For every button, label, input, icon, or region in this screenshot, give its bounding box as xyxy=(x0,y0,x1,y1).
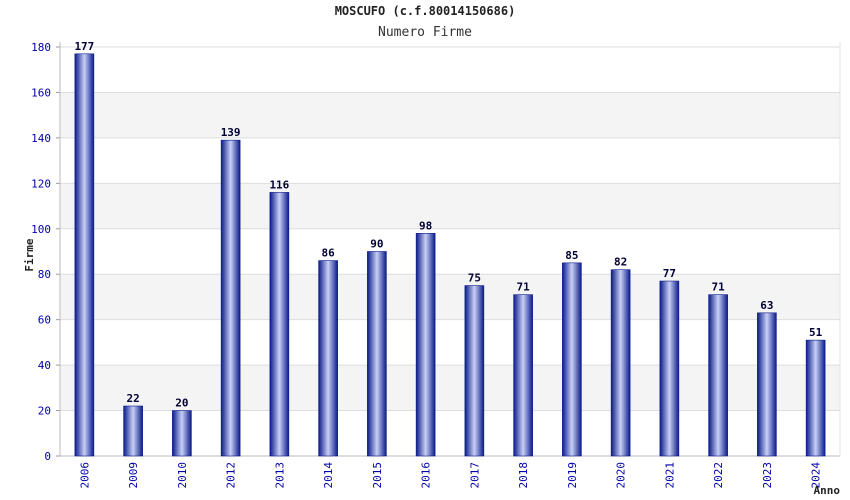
x-tick-label: 2021 xyxy=(663,462,676,489)
y-tick-label: 60 xyxy=(38,314,51,327)
data-label: 85 xyxy=(565,249,578,262)
chart-subtitle: Numero Firme xyxy=(378,25,472,40)
data-label: 71 xyxy=(517,281,531,294)
bar-2009 xyxy=(123,405,143,457)
y-tick-label: 40 xyxy=(38,359,51,372)
data-label: 63 xyxy=(760,299,773,312)
y-tick-label: 80 xyxy=(38,268,51,281)
y-axis-label: Firme xyxy=(23,238,36,271)
bar-2014 xyxy=(318,260,338,457)
x-axis-label: Anno xyxy=(814,484,841,497)
data-label: 77 xyxy=(663,267,676,280)
x-tick-label: 2017 xyxy=(468,462,481,489)
y-tick-label: 160 xyxy=(31,86,51,99)
x-tick-label: 2016 xyxy=(420,462,433,489)
data-label: 51 xyxy=(809,326,823,339)
bar-2022 xyxy=(708,294,728,457)
y-tick-label: 180 xyxy=(31,41,51,54)
data-label: 86 xyxy=(322,247,336,260)
data-label: 90 xyxy=(370,238,383,251)
bar-2015 xyxy=(367,251,387,457)
data-label: 177 xyxy=(74,40,94,53)
y-tick-label: 120 xyxy=(31,177,51,190)
chart-title: MOSCUFO (c.f.80014150686) xyxy=(334,4,516,18)
bar-2021 xyxy=(659,280,680,457)
grid-band xyxy=(60,183,840,229)
bar-2019 xyxy=(562,262,582,457)
x-tick-label: 2023 xyxy=(761,462,774,489)
bar-2017 xyxy=(464,285,485,457)
x-tick-label: 2014 xyxy=(322,462,335,489)
x-tick-label: 2013 xyxy=(273,462,286,489)
bar-2024 xyxy=(805,339,826,457)
y-tick-label: 140 xyxy=(31,132,51,145)
x-tick-label: 2018 xyxy=(517,462,530,489)
x-tick-label: 2020 xyxy=(615,462,628,489)
x-tick-label: 2019 xyxy=(566,462,579,489)
bar-2006 xyxy=(74,53,95,457)
data-label: 116 xyxy=(269,178,289,191)
x-tick-label: 2009 xyxy=(127,462,140,489)
y-tick-label: 100 xyxy=(31,223,51,236)
y-tick-label: 20 xyxy=(38,405,51,418)
bar-2010 xyxy=(172,410,192,457)
x-tick-label: 2015 xyxy=(371,462,384,489)
data-label: 71 xyxy=(712,281,726,294)
bar-2016 xyxy=(415,233,436,457)
data-label: 82 xyxy=(614,256,627,269)
data-label: 98 xyxy=(419,219,432,232)
grid-band xyxy=(60,92,840,138)
data-label: 22 xyxy=(127,392,140,405)
bar-2020 xyxy=(610,269,631,457)
x-tick-label: 2024 xyxy=(810,462,823,489)
bar-2018 xyxy=(513,294,533,457)
x-tick-label: 2006 xyxy=(78,462,91,489)
x-tick-label: 2010 xyxy=(176,462,189,489)
bar-2023 xyxy=(757,312,777,457)
bar-2013 xyxy=(269,192,290,457)
bar-2012 xyxy=(220,139,241,457)
y-tick-label: 0 xyxy=(44,450,51,463)
data-label: 75 xyxy=(468,272,481,285)
data-label: 139 xyxy=(221,126,241,139)
x-tick-label: 2022 xyxy=(712,462,725,489)
data-label: 20 xyxy=(175,397,188,410)
x-tick-label: 2012 xyxy=(225,462,238,489)
